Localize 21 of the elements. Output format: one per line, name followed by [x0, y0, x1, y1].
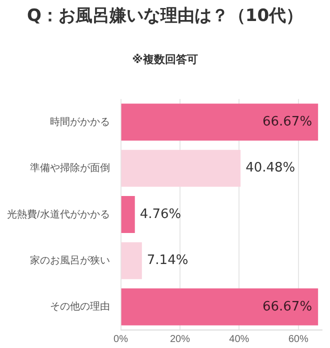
y-tick-label: その他の理由	[50, 300, 110, 313]
y-tick-label: 光熱費/水道代がかかる	[6, 208, 110, 220]
y-tick-label: 時間がかかる	[50, 116, 110, 128]
x-tick-label: 60%	[288, 334, 308, 345]
bar	[121, 104, 318, 141]
bar	[121, 150, 241, 187]
bar	[121, 242, 142, 280]
data-label: 66.67%	[262, 114, 312, 130]
data-label: 66.67%	[262, 299, 312, 314]
bar	[121, 196, 135, 233]
chart-title: Q：お風呂嫌いな理由は？（10代）	[26, 5, 304, 27]
data-label: 7.14%	[146, 253, 188, 268]
bar	[121, 288, 318, 326]
x-tick-label: 0%	[114, 334, 128, 345]
x-tick-label: 20%	[170, 334, 190, 345]
y-tick-label: 準備や掃除が面倒	[30, 162, 110, 174]
chart-subtitle: ※複数回答可	[131, 52, 199, 67]
x-tick-label: 40%	[229, 334, 250, 345]
data-label: 4.76%	[140, 206, 182, 222]
data-label: 40.48%	[246, 160, 296, 176]
y-tick-label: 家のお風呂が狭い	[30, 254, 110, 266]
